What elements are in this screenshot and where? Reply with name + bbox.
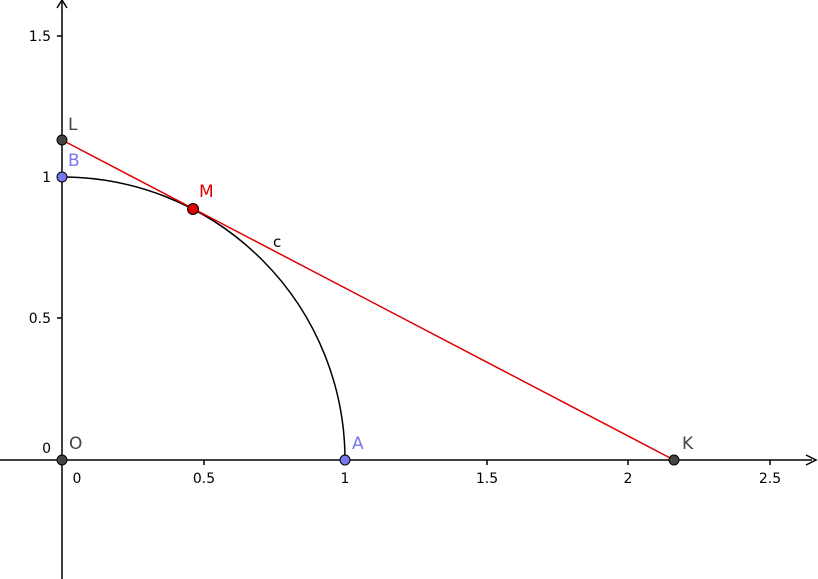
x-tick-label: 1.5 <box>476 471 498 487</box>
tick-labels: 0 0.5 1 1.5 2 2.5 0 0.5 1 1.5 <box>29 29 781 487</box>
point-label: L <box>68 115 78 135</box>
x-tick-label: 2.5 <box>759 471 781 487</box>
x-tick-label: 1 <box>341 471 350 487</box>
line-label: c <box>273 233 281 251</box>
x-tick-label: 0 <box>73 471 82 487</box>
x-tick-label: 0.5 <box>193 471 215 487</box>
point-k[interactable] <box>668 454 680 466</box>
y-tick-label: 1.5 <box>29 29 51 45</box>
point-label: B <box>68 151 80 171</box>
y-arrow <box>56 0 68 9</box>
point-l[interactable] <box>56 134 68 146</box>
arc <box>61 176 346 461</box>
point-a[interactable] <box>339 454 351 466</box>
x-arrow <box>805 454 818 466</box>
point-label: A <box>352 434 364 454</box>
point-label: K <box>682 434 694 454</box>
point-label: M <box>199 182 214 202</box>
point-label: O <box>69 434 82 454</box>
y-tick-label: 1 <box>42 170 51 186</box>
point-o[interactable] <box>56 454 68 466</box>
points <box>56 134 680 466</box>
tangent-line <box>61 139 675 461</box>
point-b[interactable] <box>56 171 68 183</box>
x-tick-label: 2 <box>624 471 633 487</box>
y-tick-label: 0 <box>42 441 51 457</box>
point-m[interactable] <box>187 203 199 215</box>
y-tick-label: 0.5 <box>29 311 51 327</box>
